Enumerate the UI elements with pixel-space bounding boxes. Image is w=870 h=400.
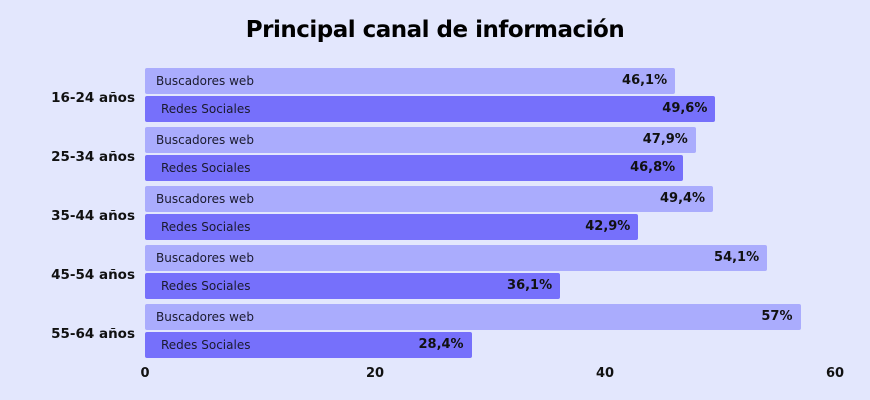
bar-series-name: Buscadores web xyxy=(156,74,254,88)
bar-buscadores-web: Buscadores web 47,9% xyxy=(145,127,696,153)
bar-series-name: Buscadores web xyxy=(156,192,254,206)
bar-buscadores-web: Buscadores web 46,1% xyxy=(145,68,676,94)
bar-value: 42,9% xyxy=(585,219,631,234)
bar-buscadores-web: Buscadores web 57% xyxy=(145,304,801,330)
group-label: 45-54 años xyxy=(51,267,135,283)
group-label: 55-64 años xyxy=(51,326,135,342)
bar-value: 49,6% xyxy=(662,101,708,116)
x-axis-tick: 20 xyxy=(365,366,385,381)
bar-value: 36,1% xyxy=(507,278,553,293)
bar-value: 57% xyxy=(761,309,793,324)
x-axis-tick: 0 xyxy=(140,366,150,381)
bar-series-name: Redes Sociales xyxy=(161,279,251,293)
bar-series-name: Redes Sociales xyxy=(161,220,251,234)
bar-series-name: Redes Sociales xyxy=(161,102,251,116)
bar-value: 54,1% xyxy=(714,250,760,265)
bar-series-name: Buscadores web xyxy=(156,310,254,324)
bar-redes-sociales: Redes Sociales 42,9% xyxy=(145,214,639,240)
bar-redes-sociales: Redes Sociales 28,4% xyxy=(145,332,472,358)
group-label: 35-44 años xyxy=(51,208,135,224)
bar-buscadores-web: Buscadores web 49,4% xyxy=(145,186,714,212)
bar-series-name: Buscadores web xyxy=(156,133,254,147)
bar-redes-sociales: Redes Sociales 46,8% xyxy=(145,155,684,181)
bar-value: 28,4% xyxy=(418,337,464,352)
bar-value: 47,9% xyxy=(642,132,688,147)
bar-series-name: Redes Sociales xyxy=(161,161,251,175)
bar-value: 49,4% xyxy=(659,191,706,206)
bar-value: 46,1% xyxy=(622,73,668,88)
group-label: 25-34 años xyxy=(51,149,135,165)
x-axis-tick: 40 xyxy=(595,366,615,381)
bar-buscadores-web: Buscadores web 54,1% xyxy=(145,245,768,271)
bar-series-name: Redes Sociales xyxy=(161,338,251,352)
chart-title: Principal canal de información xyxy=(245,17,625,43)
bar-redes-sociales: Redes Sociales 36,1% xyxy=(145,273,561,299)
bar-value: 46,8% xyxy=(630,160,676,175)
x-axis-tick: 60 xyxy=(825,366,845,381)
bar-series-name: Buscadores web xyxy=(156,251,254,265)
group-label: 16-24 años xyxy=(51,90,135,106)
bar-redes-sociales: Redes Sociales 49,6% xyxy=(145,96,716,122)
